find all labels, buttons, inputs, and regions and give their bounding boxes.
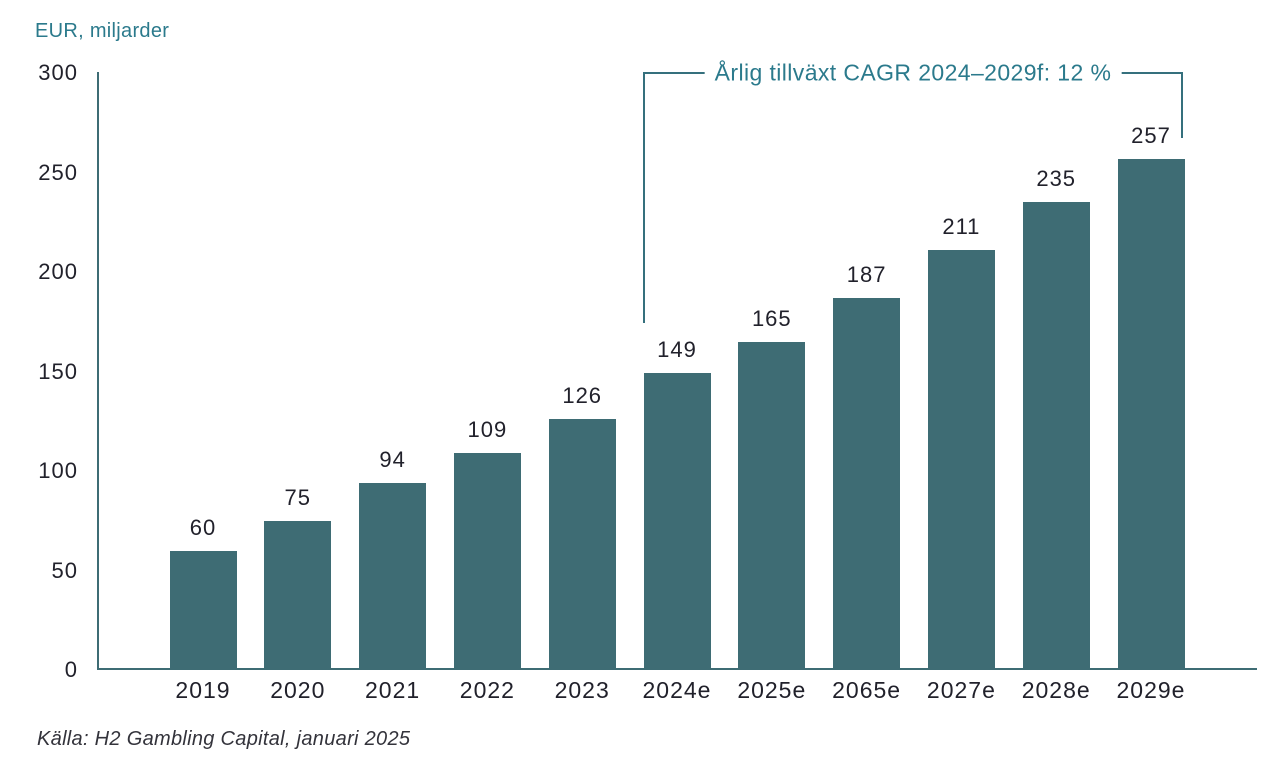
x-axis-tick-label: 2029e (1116, 677, 1186, 703)
bar-value-label: 126 (562, 383, 603, 409)
y-axis-tick-label: 100 (38, 458, 78, 483)
y-axis-tick-label: 200 (38, 259, 78, 284)
x-axis-tick-label: 2024e (642, 677, 712, 703)
x-axis-tick-label: 2021 (365, 677, 421, 703)
x-axis-tick-label: 2023 (554, 677, 610, 703)
bar (169, 550, 237, 670)
y-axis-tick-label: 150 (38, 358, 78, 384)
bar-value-label: 75 (284, 484, 312, 510)
bar-value-label: 109 (467, 417, 508, 443)
annotation-bracket-left-drop-line (643, 73, 645, 323)
cagr-annotation-label: Årlig tillväxt CAGR 2024–2029f: 12 % (704, 57, 1122, 89)
y-axis-tick-label: 300 (38, 60, 78, 85)
x-axis-tick-label: 2027e (926, 677, 996, 703)
bar-value-label: 94 (379, 446, 406, 472)
bar-value-label: 257 (1131, 122, 1171, 148)
bar (453, 453, 521, 670)
y-axis-tick-label: 50 (51, 557, 78, 583)
bar (1022, 202, 1090, 670)
x-axis-tick-label: 2065e (832, 677, 902, 703)
annotation-bracket-right-drop-line (1181, 73, 1183, 138)
bar (548, 419, 616, 670)
bar-value-label: 149 (657, 337, 697, 363)
bar (1117, 158, 1185, 670)
source-caption: Källa: H2 Gambling Capital, januari 2025 (37, 728, 411, 750)
y-axis-line (97, 72, 99, 670)
x-axis-tick-label: 2025e (737, 677, 807, 703)
bar-value-label: 187 (846, 261, 887, 287)
y-axis-tick-label: 0 (64, 657, 78, 682)
bar (359, 482, 427, 670)
y-axis-tick-label: 250 (38, 159, 78, 185)
bar (264, 520, 332, 670)
y-axis-unit-label: EUR, miljarder (35, 20, 170, 42)
bar (927, 250, 995, 670)
bar-value-label: 165 (751, 305, 792, 331)
x-axis-tick-label: 2020 (270, 677, 326, 703)
x-axis-tick-label: 2028e (1021, 677, 1091, 703)
bar-value-label: 235 (1036, 166, 1077, 192)
bar (833, 297, 901, 670)
bar-value-label: 211 (942, 214, 981, 240)
bar-value-label: 60 (189, 514, 217, 540)
x-axis-tick-label: 2019 (175, 677, 231, 703)
x-axis-tick-label: 2022 (459, 677, 515, 703)
bar (738, 341, 806, 670)
bar (643, 373, 711, 670)
